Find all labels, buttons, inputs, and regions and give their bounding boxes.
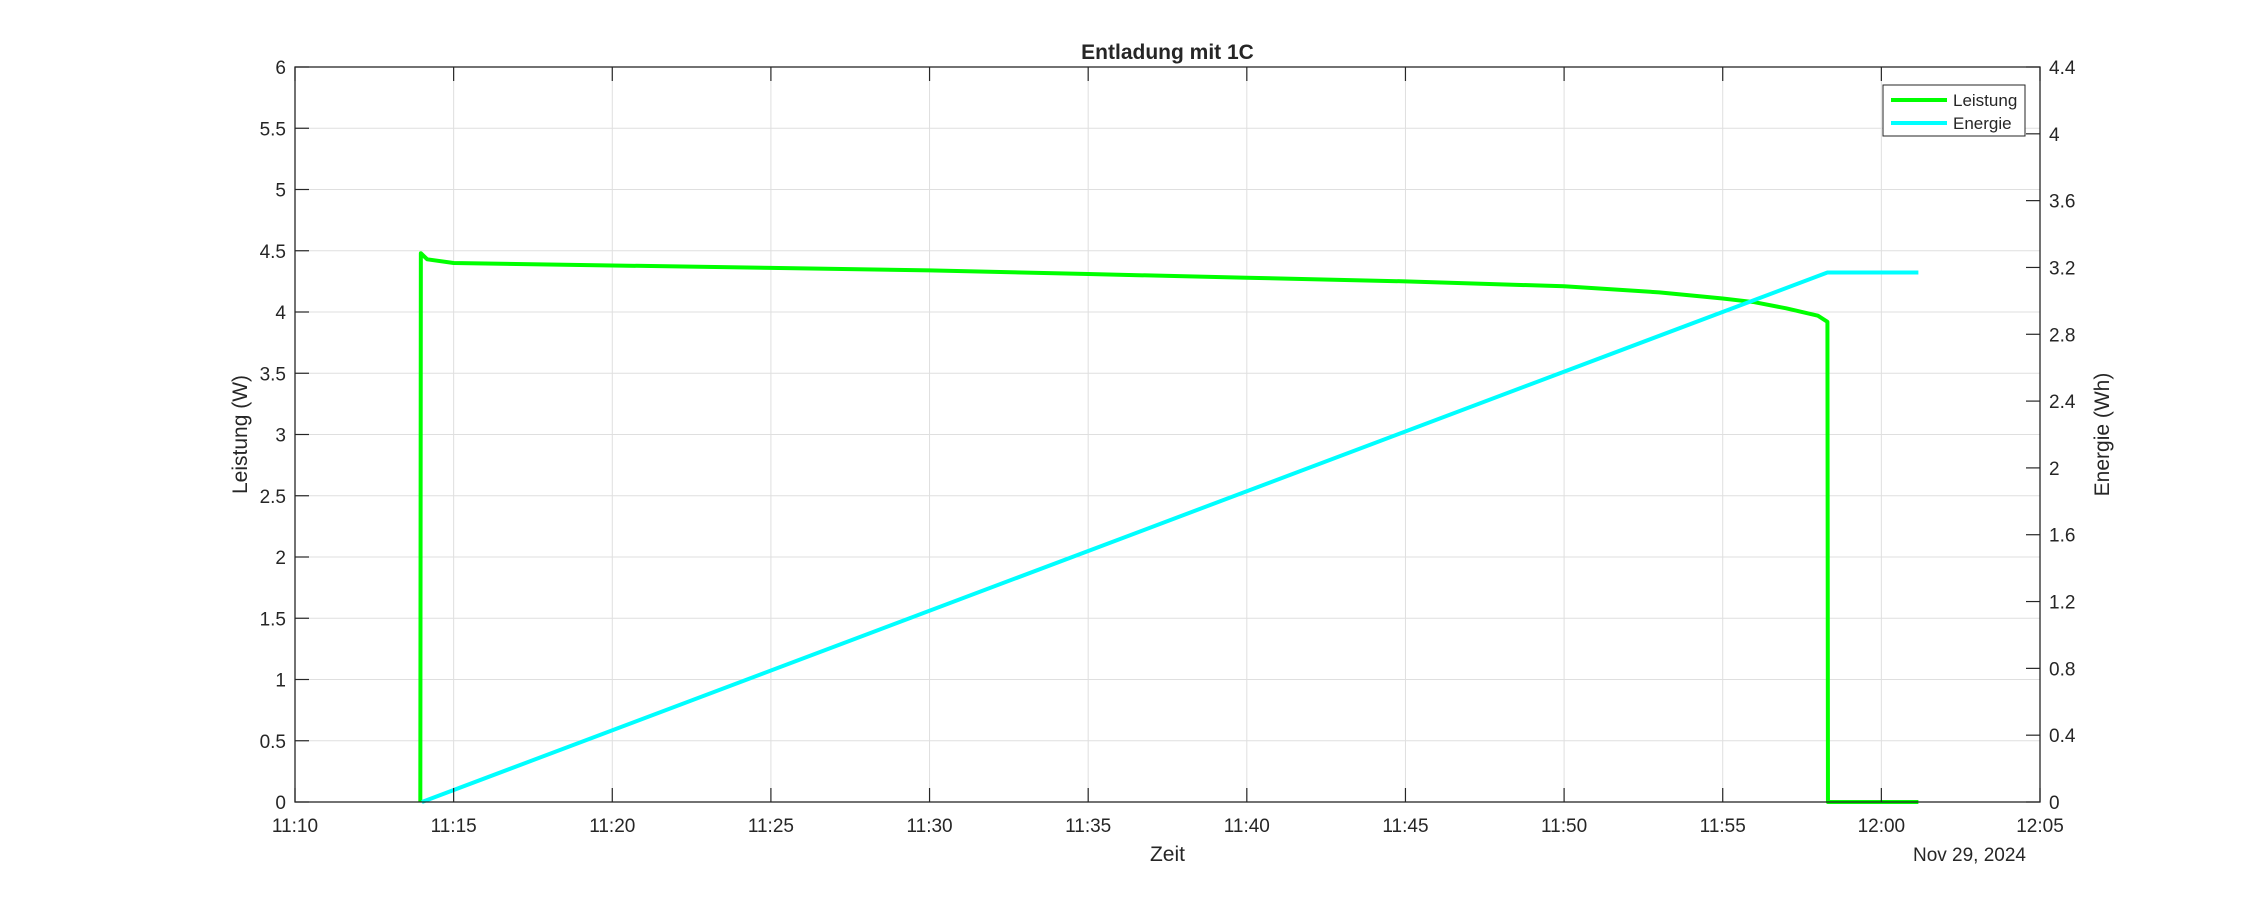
y-right-tick-label: 0.8 — [2049, 659, 2075, 680]
y-left-tick-label: 6 — [275, 58, 286, 79]
x-tick-label: 11:30 — [906, 816, 952, 837]
x-tick-label: 11:50 — [1541, 816, 1587, 837]
series-line-energie — [421, 270, 1919, 804]
legend: Leistung Energie — [1882, 84, 2026, 137]
y-left-tick-label: 4 — [275, 303, 286, 324]
y-right-tick-label: 3.2 — [2049, 258, 2075, 279]
x-tick-label: 11:35 — [1065, 816, 1111, 837]
x-axis-label: Zeit — [1150, 843, 1185, 866]
y-right-tick-label: 2.8 — [2049, 325, 2075, 346]
y-left-tick-label: 2 — [275, 548, 286, 569]
y-left-tick-label: 4.5 — [260, 242, 286, 263]
y-axis-right-label: Energie (Wh) — [2091, 373, 2114, 497]
series-line-leistung — [418, 251, 1919, 804]
x-tick-label: 11:40 — [1224, 816, 1270, 837]
y-left-tick-label: 5.5 — [260, 119, 286, 140]
chart-title: Entladung mit 1C — [1081, 41, 1254, 64]
y-right-tick-label: 1.6 — [2049, 526, 2075, 547]
y-right-tick-label: 2 — [2049, 459, 2060, 480]
grid-lines — [295, 67, 2040, 802]
x-tick-label: 11:45 — [1382, 816, 1428, 837]
legend-label-leistung: Leistung — [1953, 91, 2017, 110]
x-date-label: Nov 29, 2024 — [1913, 845, 2026, 866]
y-right-tick-label: 0 — [2049, 793, 2060, 814]
y-right-tick-label: 4.4 — [2049, 58, 2076, 79]
y-right-tick-label: 4 — [2049, 125, 2060, 146]
y-left-tick-label: 1.5 — [260, 609, 286, 630]
legend-label-energie: Energie — [1953, 114, 2012, 133]
legend-box — [1882, 84, 2026, 137]
y-right-tick-label: 0.4 — [2049, 726, 2076, 747]
x-tick-label: 11:55 — [1700, 816, 1746, 837]
y-left-tick-label: 3 — [275, 426, 286, 447]
y-left-tick-label: 2.5 — [260, 487, 286, 508]
x-tick-label: 12:05 — [2016, 816, 2064, 837]
series-layer — [418, 251, 1919, 804]
y-right-tick-label: 3.6 — [2049, 192, 2075, 213]
x-tick-label: 11:25 — [748, 816, 794, 837]
x-tick-label: 12:00 — [1858, 816, 1906, 837]
y-right-tick-label: 2.4 — [2049, 392, 2076, 413]
tick-marks — [294, 66, 2041, 803]
y-left-tick-label: 0.5 — [260, 732, 286, 753]
x-tick-label: 11:10 — [272, 816, 318, 837]
y-left-tick-label: 5 — [275, 181, 286, 202]
x-tick-label: 11:15 — [431, 816, 477, 837]
y-left-tick-label: 0 — [275, 793, 286, 814]
tick-labels: 11:10 11:15 11:20 11:25 11:30 11:35 11:40 11:45… — [260, 58, 2076, 837]
y-left-tick-label: 3.5 — [260, 364, 286, 385]
y-right-tick-label: 1.2 — [2049, 593, 2075, 614]
x-tick-label: 11:20 — [589, 816, 635, 837]
y-left-tick-label: 1 — [275, 671, 286, 692]
y-axis-left-label: Leistung (W) — [229, 375, 252, 494]
